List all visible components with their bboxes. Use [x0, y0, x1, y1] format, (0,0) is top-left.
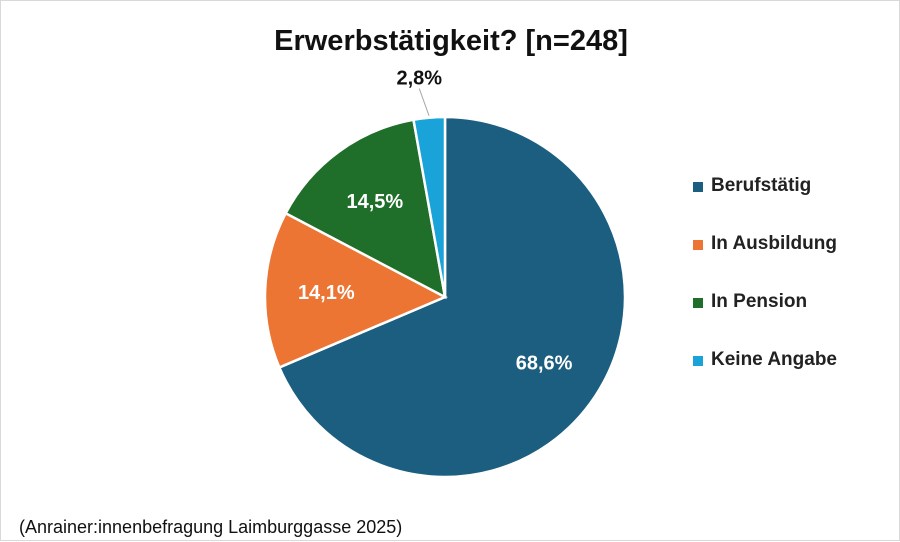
legend-label: In Ausbildung [711, 233, 837, 254]
legend-swatch [693, 356, 703, 366]
leader-line-keine-angabe [418, 88, 430, 116]
legend-item-in-ausbildung: In Ausbildung [693, 233, 893, 291]
source-note: (Anrainer:innenbefragung Laimburggasse 2… [19, 517, 403, 537]
legend-label: In Pension [711, 291, 808, 312]
legend-label: Berufstätig [711, 175, 812, 196]
data-label-in-pension: 14,5% [347, 191, 404, 213]
legend-swatch [693, 240, 703, 250]
pie-slice-berufst-tig [277, 115, 627, 479]
legend-item-berufst-tig: Berufstätig [693, 175, 893, 233]
pie-slice-keine-angabe [412, 115, 447, 298]
legend-swatch [693, 298, 703, 308]
data-label-in-ausbildung: 14,1% [298, 282, 355, 304]
pie-slice-in-pension [283, 118, 447, 300]
legend: Berufstätig In Ausbildung In Pension Keine … [693, 175, 893, 407]
legend-item-keine-angabe: Keine Angabe [693, 349, 893, 407]
legend-label: Keine Angabe [711, 349, 837, 370]
data-label-berufst-tig: 68,6% [516, 353, 573, 375]
pie-slice-in-ausbildung [263, 211, 448, 370]
data-label-keine-angabe: 2,8% [396, 68, 442, 90]
chart-title: Erwerbstätigkeit? [n=248] [274, 25, 628, 57]
legend-item-in-pension: In Pension [693, 291, 893, 349]
legend-swatch [693, 182, 703, 192]
